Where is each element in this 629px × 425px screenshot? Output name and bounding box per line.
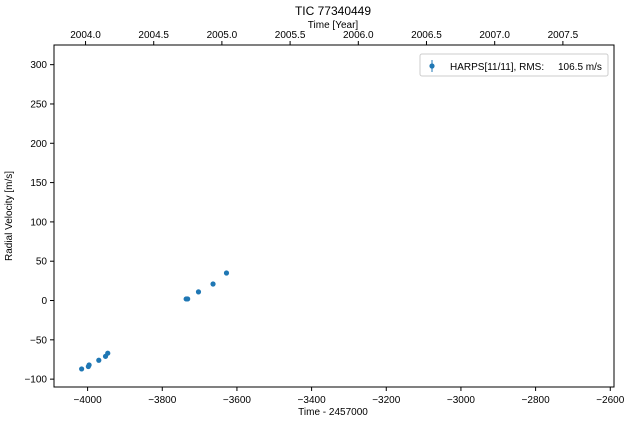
- top-tick-label: 2007.5: [548, 30, 579, 41]
- data-point: [185, 296, 191, 302]
- y-tick-label: 150: [30, 178, 47, 189]
- data-point: [96, 357, 102, 363]
- data-point: [105, 350, 111, 356]
- top-tick-label: 2007.0: [479, 30, 510, 41]
- y-tick-label: −100: [24, 375, 47, 386]
- data-point: [210, 281, 216, 287]
- top-tick-label: 2006.0: [343, 30, 374, 41]
- x-tick-label: −2800: [522, 395, 551, 406]
- top-x-axis: 2004.0 2004.5 2005.0 2005.5 2006.0 2006.5 2007…: [70, 30, 579, 45]
- data-point: [223, 270, 230, 276]
- top-tick-label: 2004.0: [70, 30, 101, 41]
- y-axis-label: Radial Velocity [m/s]: [4, 171, 15, 261]
- x-tick-label: −3600: [223, 395, 252, 406]
- top-x-axis-label: Time [Year]: [308, 20, 359, 31]
- data-point: [86, 362, 92, 368]
- y-tick-label: 250: [30, 99, 47, 110]
- y-tick-label: 200: [30, 139, 47, 150]
- legend-label: HARPS[11/11], RMS: 106.5 m/s: [450, 62, 602, 73]
- plot-frame: [53, 44, 615, 388]
- top-tick-label: 2005.5: [275, 30, 306, 41]
- chart-title: TIC 77340449: [295, 4, 371, 18]
- data-point: [195, 289, 202, 295]
- x-tick-label: −4000: [74, 395, 103, 406]
- legend-marker: [429, 63, 435, 69]
- x-axis: −4000 −3800 −3600 −3400 −3200 −3000 −2800 −2600: [74, 387, 625, 406]
- top-tick-label: 2004.5: [138, 30, 169, 41]
- legend: HARPS[11/11], RMS: 106.5 m/s: [419, 53, 609, 77]
- y-tick-label: 50: [36, 257, 48, 268]
- y-tick-label: 100: [30, 217, 47, 228]
- data-points: [79, 270, 230, 372]
- x-axis-label: Time - 2457000: [298, 407, 368, 418]
- top-tick-label: 2005.0: [207, 30, 238, 41]
- x-tick-label: −3800: [148, 395, 177, 406]
- x-tick-label: −2600: [596, 395, 625, 406]
- y-tick-label: 300: [30, 60, 47, 71]
- top-tick-label: 2006.5: [411, 30, 442, 41]
- y-tick-label: −50: [30, 335, 47, 346]
- data-point: [79, 366, 85, 372]
- x-tick-label: −3200: [372, 395, 401, 406]
- x-tick-label: −3400: [298, 395, 327, 406]
- x-tick-label: −3000: [447, 395, 476, 406]
- y-axis: −100 −50 0 50 100 150 200 250 300: [24, 60, 54, 386]
- y-tick-label: 0: [41, 296, 47, 307]
- legend-box: [419, 53, 609, 77]
